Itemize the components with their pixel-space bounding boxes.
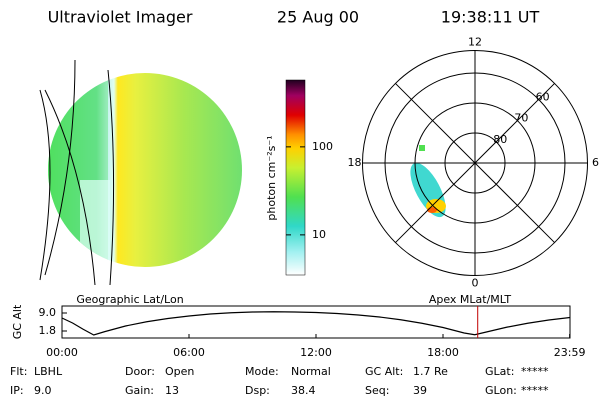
status-value: Normal — [291, 365, 331, 378]
status-value: Open — [165, 365, 194, 378]
title: Ultraviolet Imager — [48, 8, 193, 27]
image-caption: Geographic Lat/Lon — [76, 293, 183, 306]
x-tick-label: 12:00 — [300, 346, 332, 359]
colorbar-label: photon cm⁻²s⁻¹ — [265, 135, 278, 220]
polar-ring-label: 70 — [514, 112, 528, 125]
x-tick-label: 23:59 — [554, 346, 586, 359]
status-label: IP: — [10, 384, 24, 397]
status-value: 13 — [165, 384, 179, 397]
polar-ring — [414, 102, 536, 224]
mlt-label: 6 — [592, 156, 599, 169]
polar-caption: Apex MLat/MLT — [429, 293, 512, 306]
image-panel: Geographic Lat/Lon — [39, 59, 242, 306]
polar-ring-label: 80 — [493, 133, 507, 146]
polar-ring-label: 60 — [536, 90, 550, 103]
status-label: GLat: — [485, 365, 514, 378]
status-label: Door: — [125, 365, 155, 378]
polar-spoke — [474, 83, 555, 164]
status-label: Gain: — [125, 384, 154, 397]
status-value: ***** — [521, 384, 549, 397]
status-label: GLon: — [485, 384, 517, 397]
status-label: Mode: — [245, 365, 279, 378]
polar-spoke — [395, 83, 476, 164]
status-label: Seq: — [365, 384, 389, 397]
status-label: Flt: — [10, 365, 27, 378]
status-value: LBHL — [34, 365, 63, 378]
y-axis-label: GC Alt — [11, 304, 24, 339]
status-value: 9.0 — [34, 384, 52, 397]
status-label: GC Alt: — [365, 365, 403, 378]
plot-frame — [61, 305, 571, 339]
polar-spoke — [474, 162, 555, 243]
polar-spoke — [395, 162, 476, 243]
status-value: 39 — [413, 384, 427, 397]
y-tick-label: 1.8 — [39, 324, 57, 337]
mlt-label: 0 — [472, 277, 479, 290]
polar-ring — [444, 132, 506, 194]
mlt-label: 18 — [348, 156, 362, 169]
status-value: 1.7 Re — [413, 365, 448, 378]
time: 19:38:11 UT — [441, 8, 540, 27]
y-tick-label: 9.0 — [39, 306, 57, 319]
status-bar: Flt: LBHL Door: Open Mode: Normal GC Alt: 1.7 R… — [10, 365, 549, 397]
colorbar: photon cm⁻²s⁻¹ 10 100 — [265, 79, 333, 276]
mlt-label: 12 — [468, 36, 482, 49]
colorbar-tick-label: 100 — [312, 140, 333, 153]
status-value: ***** — [521, 365, 549, 378]
polar-ring — [384, 72, 566, 254]
gc-alt-line — [61, 311, 571, 336]
status-label: Dsp: — [245, 384, 270, 397]
x-tick-label: 06:00 — [173, 346, 205, 359]
x-tick-label: 00:00 — [46, 346, 78, 359]
colorbar-tick-label: 10 — [312, 228, 326, 241]
polar-panel: Apex MLat/MLT 80 70 60 12 18 0 6 — [348, 36, 600, 307]
date: 25 Aug 00 — [277, 8, 359, 27]
x-tick-label: 18:00 — [427, 346, 459, 359]
status-value: 38.4 — [291, 384, 316, 397]
